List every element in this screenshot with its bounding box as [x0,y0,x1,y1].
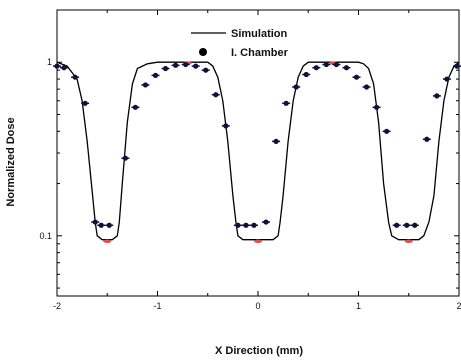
chamber-point [122,155,128,161]
chamber-point [323,61,329,68]
chamber-point [333,61,339,68]
chamber-point [98,222,104,228]
chamber-point [373,104,380,110]
chamber-point [235,222,241,228]
legend: Simulation I. Chamber [183,24,324,60]
chamber-point [183,61,189,68]
x-tick-label: -1 [153,301,161,311]
chamber-point [243,222,249,228]
chamber-point [293,84,299,90]
chamber-point [193,63,199,69]
chamber-point [303,71,309,78]
x-tick-label: 0 [255,301,260,311]
chamber-point [412,222,418,228]
chamber-point [82,100,88,106]
simulation-marker [254,239,262,244]
chamber-point [353,74,360,80]
chamber-point [152,72,159,78]
x-tick-label: -2 [53,301,61,311]
chamber-point [404,222,410,228]
chamber-point [444,76,450,82]
chamber-point [162,65,169,72]
chamber-point [363,84,370,90]
legend-label-chamber: I. Chamber [231,47,289,59]
chamber-point [92,219,98,225]
chamber-point [454,63,460,69]
legend-marker-swatch [199,48,207,56]
simulation-marker [404,239,413,244]
chamber-point [72,74,78,80]
chamber-point [203,67,209,73]
chamber-point [424,136,430,142]
legend-box [183,24,324,60]
chamber-point [251,222,257,228]
chamber-point [263,219,269,225]
chamber-point [172,62,179,68]
chamber-point [273,138,279,144]
chamber-point [313,65,319,71]
x-tick-label: 2 [456,301,461,311]
chamber-point [394,222,400,228]
chamber-point [61,65,67,71]
chamber-point [106,222,112,228]
simulation-marker [103,239,112,244]
chamber-point [213,92,219,98]
chamber-point [384,128,390,134]
y-tick-label: 0.1 [39,231,52,241]
chamber-point [223,123,229,129]
x-axis-title: X Direction (mm) [215,345,303,357]
y-tick-label: 1 [47,57,52,67]
chamber-point [142,82,149,88]
chamber-point [132,104,138,110]
chamber-point [283,100,289,106]
chamber-point [54,63,60,69]
chamber-point [343,65,350,71]
legend-label-simulation: Simulation [231,28,288,40]
y-axis-title: Normalized Dose [5,117,17,206]
simulation-line [56,61,460,241]
chamber-point [434,93,440,99]
x-tick-label: 1 [356,301,361,311]
plot-area: -2 -1 0 1 2 1 0.1 [39,9,461,311]
